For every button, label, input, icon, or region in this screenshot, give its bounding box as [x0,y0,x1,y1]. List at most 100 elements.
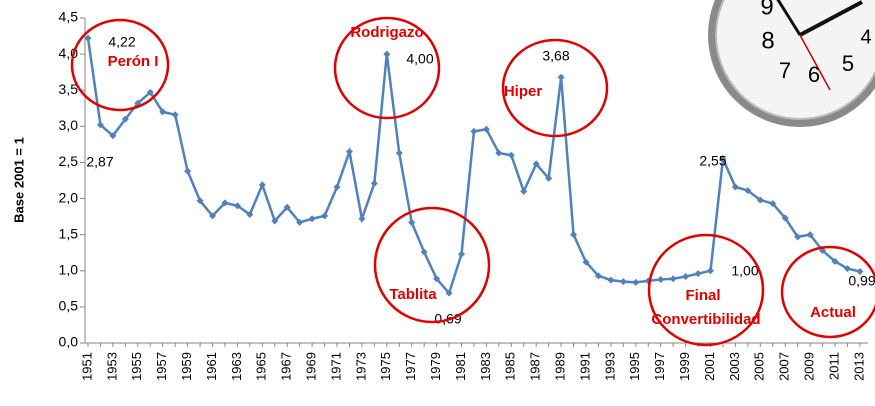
annotation: Actual [810,304,856,321]
annotation: Hiper [504,83,543,100]
marker [171,111,179,119]
marker [719,155,727,163]
marker [657,275,665,283]
x-tick-label: 1967 [279,352,294,381]
x-tick-label: 1989 [553,352,568,381]
x-tick-label: 1975 [378,352,393,381]
x-tick-label: 1971 [328,352,343,381]
clock-numeral: 6 [808,62,820,87]
y-tick-label: 0,5 [59,298,79,314]
annotation: Perón I [108,53,159,70]
marker [582,258,590,266]
x-tick-label: 1997 [652,352,667,381]
x-tick-label: 2011 [826,352,841,380]
y-tick-label: 0,0 [59,334,79,350]
marker [445,289,453,297]
data-label: 4,22 [108,34,135,50]
x-tick-label: 1951 [79,352,94,381]
marker [258,181,266,189]
marker [756,196,764,204]
y-axis-label: Base 2001 = 1 [11,137,26,223]
annotation: Final [685,287,720,304]
marker [607,276,615,284]
marker [84,34,92,42]
marker [843,265,851,273]
data-label: 2,87 [86,154,113,170]
marker [619,278,627,286]
marker [532,160,540,168]
marker [321,212,329,220]
data-label: 1,00 [731,263,758,279]
y-tick-label: 4,5 [59,9,79,25]
x-tick-label: 1977 [403,352,418,381]
clock-numeral: 4 [860,26,871,48]
marker [408,218,416,226]
marker [769,200,777,208]
x-tick-label: 1993 [602,352,617,381]
marker [744,187,752,195]
marker [209,212,216,220]
marker [296,218,304,226]
y-tick-label: 1,0 [59,261,79,277]
marker [594,272,602,280]
marker [831,257,839,265]
x-tick-label: 1963 [229,352,244,381]
x-tick-label: 1959 [179,352,194,381]
x-tick-label: 1983 [478,352,493,381]
marker [731,183,739,191]
marker [271,217,279,225]
annotation-circle [501,38,609,138]
x-tick-label: 1995 [627,352,642,381]
marker [233,202,241,210]
marker [221,199,229,207]
marker [358,215,366,223]
x-tick-label: 2003 [727,352,742,381]
annotation: Tablita [389,286,437,303]
annotation-circle [373,206,491,324]
marker [707,267,714,275]
x-tick-label: 1985 [503,352,518,381]
marker [806,231,814,239]
marker [482,125,490,133]
data-label: 2,55 [699,153,726,169]
clock-numeral: 9 [760,0,773,20]
x-tick-label: 2009 [802,352,817,381]
x-tick-label: 1979 [428,352,443,381]
marker [146,88,154,96]
data-label: 3,68 [542,48,569,64]
marker [395,149,403,157]
y-tick-label: 2,5 [59,153,79,169]
clock-numeral: 5 [842,51,854,76]
annotation-circle [333,16,441,120]
marker [420,248,428,256]
x-tick-label: 1973 [353,352,368,381]
marker [545,174,553,182]
marker [109,132,117,140]
annotation: Convertibilidad [651,311,760,328]
data-label: 0,99 [848,273,875,289]
y-tick-label: 3,0 [59,117,79,133]
clock-numeral: 8 [761,27,774,54]
marker [694,270,702,278]
marker [557,73,565,81]
annotation-circle [70,18,170,112]
marker [470,127,478,135]
annotation-circle [780,245,875,339]
x-tick-label: 2013 [851,352,866,381]
marker [283,203,291,211]
marker [308,215,316,223]
y-tick-label: 1,5 [59,225,79,241]
marker [433,275,441,283]
clock-numeral: 7 [779,58,791,83]
x-tick-label: 2007 [777,352,792,381]
marker [333,183,341,191]
marker [669,275,677,283]
x-tick-label: 2005 [752,352,767,381]
x-tick-label: 2001 [702,352,717,381]
marker [121,115,129,123]
marker [632,278,640,286]
x-tick-label: 1999 [677,352,692,381]
marker [345,148,353,156]
x-tick-label: 1953 [104,352,119,381]
